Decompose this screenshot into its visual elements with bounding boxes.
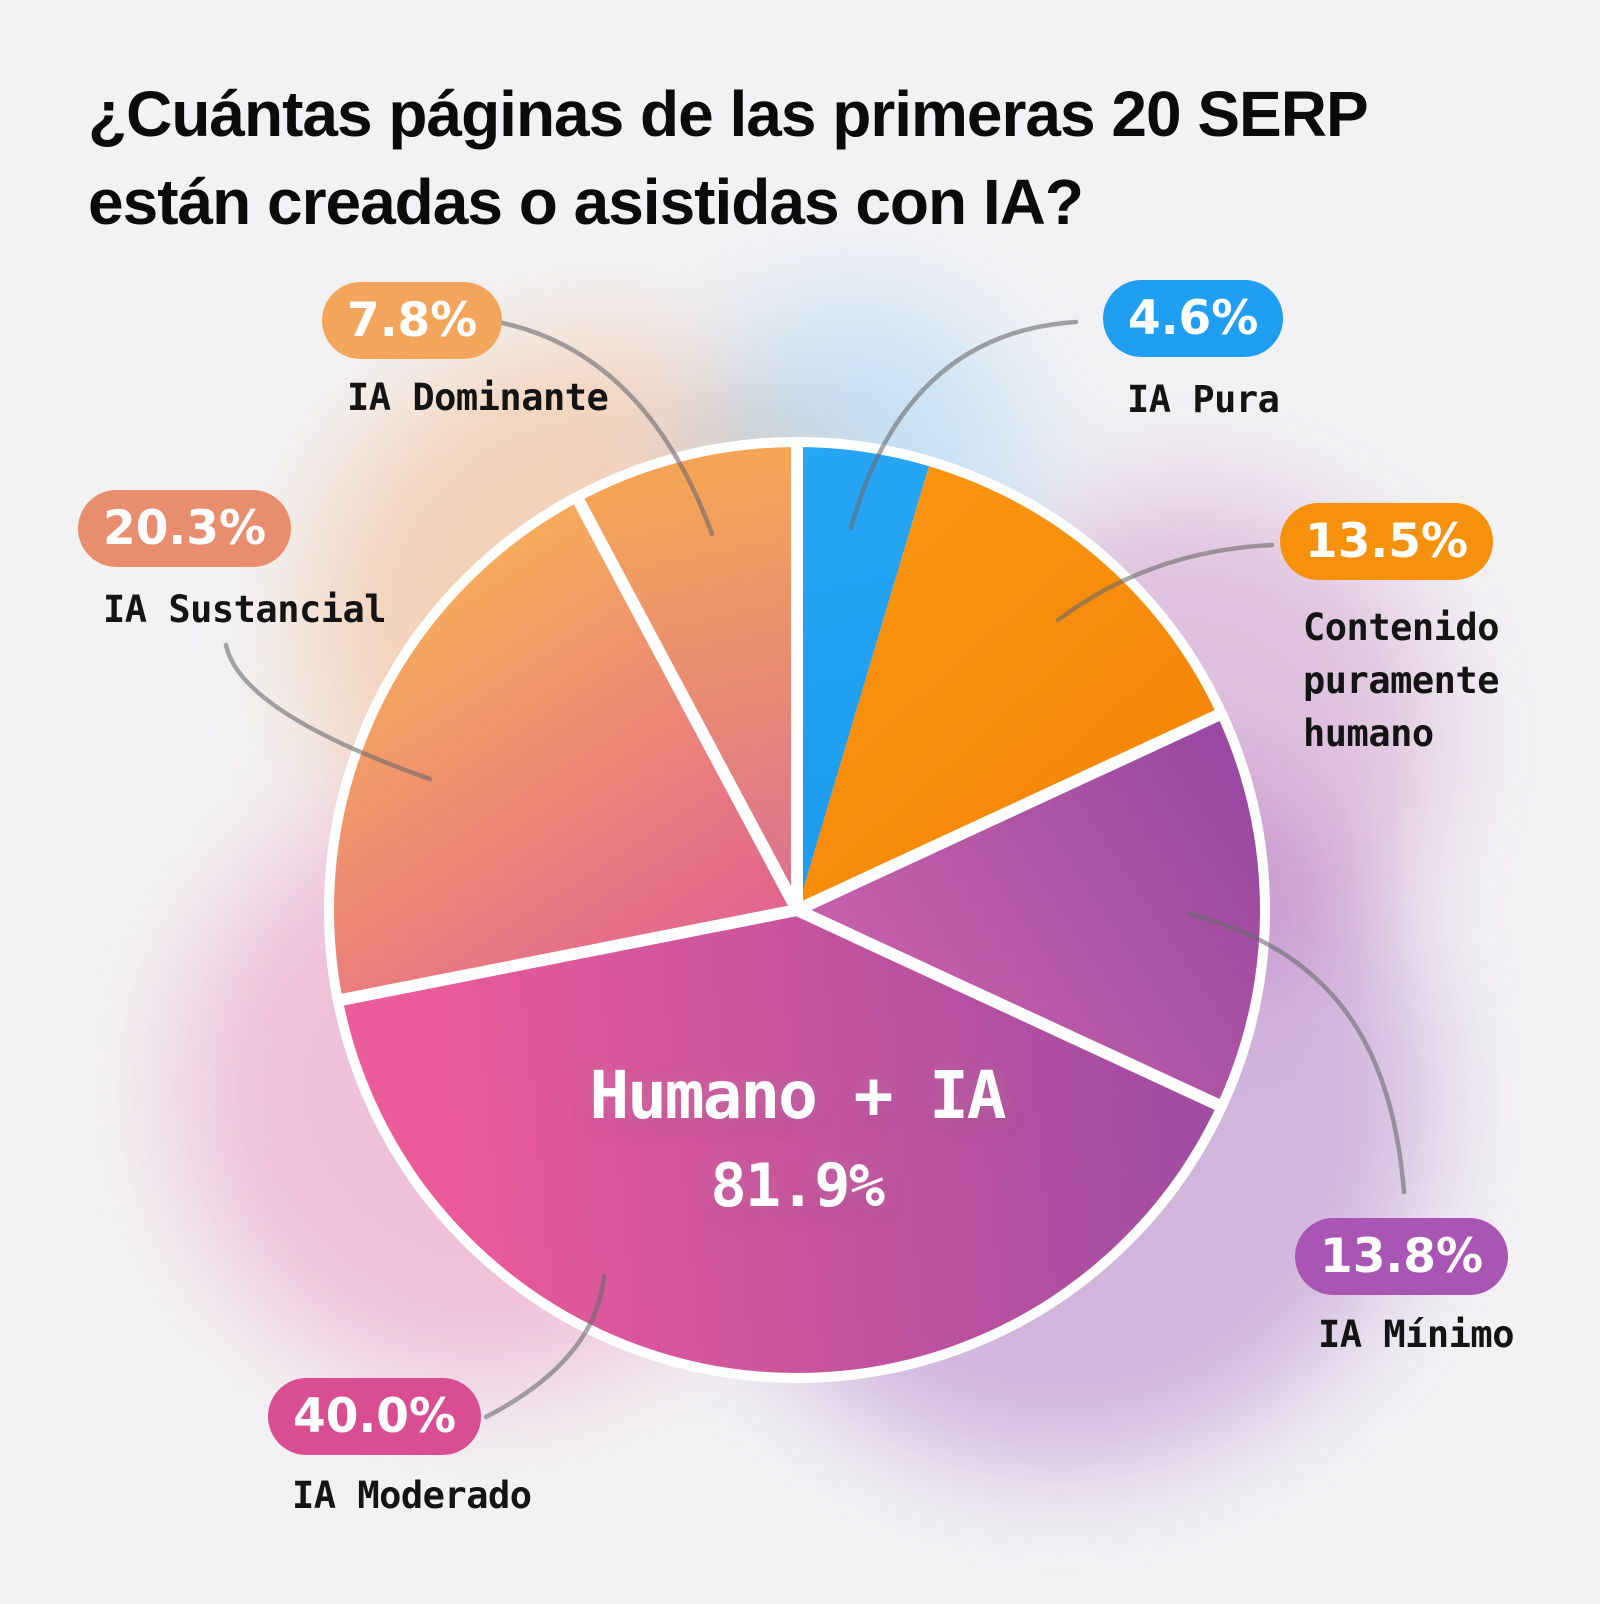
page-title: ¿Cuántas páginas de las primeras 20 SERP… [88, 70, 1369, 246]
pie-slice-3 [337, 910, 1222, 1378]
pie-slice-2 [797, 713, 1265, 1107]
pie-slice-4 [329, 497, 797, 1001]
label-ia-sustancial: IA Sustancial [103, 588, 387, 631]
badge-ia-minimo: 13.8% [1295, 1218, 1509, 1295]
pie-outer-ring [324, 437, 1270, 1383]
connector-contenido-humano [1055, 542, 1275, 623]
connector-ia-pura [848, 319, 1079, 531]
connector-ia-minimo [1187, 911, 1407, 1195]
connector-ia-moderado [483, 1273, 607, 1420]
pie-divider [794, 904, 1225, 1113]
pie-divider [571, 494, 803, 913]
badge-ia-dominante: 7.8% [322, 282, 503, 359]
pie-slice-0 [797, 442, 931, 910]
badge-ia-sustancial: 20.3% [78, 490, 292, 567]
page-title-line2: están creadas o asistidas con IA? [88, 166, 1084, 238]
label-ia-minimo: IA Mínimo [1318, 1313, 1514, 1356]
pie-center-title: Humano + IA [589, 1057, 1006, 1134]
connector-ia-dominante [495, 319, 715, 537]
pie-body [324, 437, 1270, 1383]
pie-dividers [336, 442, 1225, 1113]
label-ia-pura: IA Pura [1127, 378, 1280, 421]
pie-divider [336, 904, 799, 1007]
pie-center-value: 81.9% [710, 1151, 885, 1221]
connector-lines [223, 319, 1407, 1420]
label-ia-moderado: IA Moderado [292, 1474, 532, 1517]
connector-ia-sustancial [223, 642, 433, 782]
pie-slice-5 [576, 442, 797, 910]
pie-center-label: Humano + IA 81.9% [589, 1056, 1006, 1222]
badge-contenido-humano: 13.5% [1280, 503, 1494, 580]
pie-divider [794, 707, 1225, 916]
badge-ia-pura: 4.6% [1103, 280, 1284, 357]
label-contenido-humano: Contenido puramente humano [1303, 606, 1499, 755]
label-ia-dominante: IA Dominante [347, 376, 609, 419]
badge-ia-moderado: 40.0% [268, 1378, 482, 1455]
page-title-line1: ¿Cuántas páginas de las primeras 20 SERP [88, 78, 1369, 150]
